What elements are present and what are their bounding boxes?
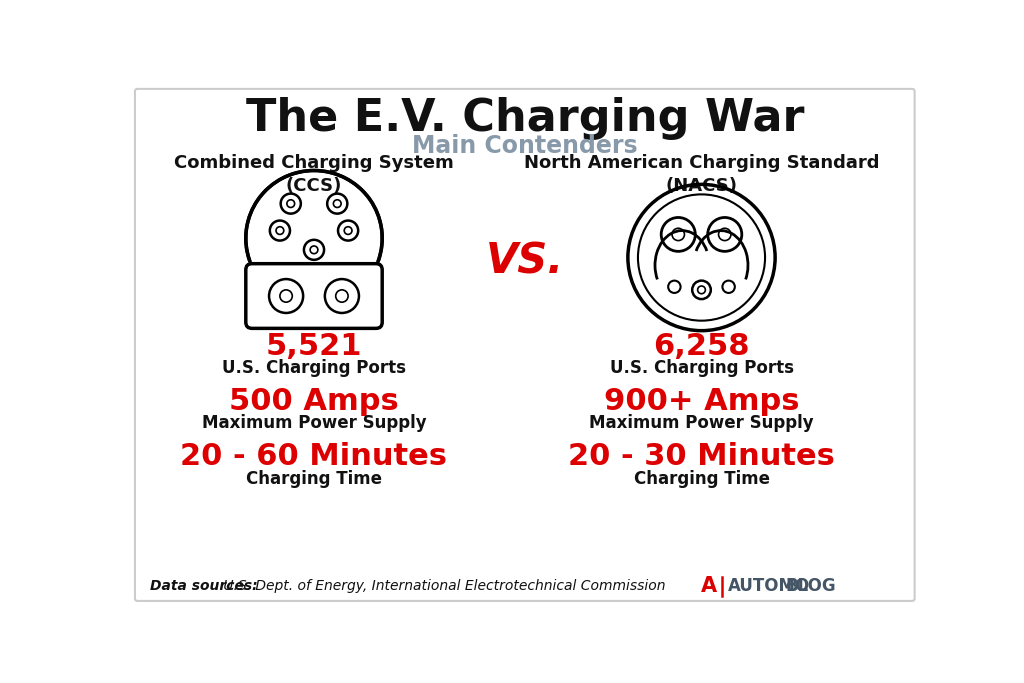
Text: The E.V. Charging War: The E.V. Charging War [246, 98, 804, 141]
Text: North American Charging Standard
(NACS): North American Charging Standard (NACS) [523, 154, 880, 195]
Text: 900+ Amps: 900+ Amps [604, 387, 800, 416]
Text: Main Contenders: Main Contenders [412, 134, 638, 158]
Text: U.S. Charging Ports: U.S. Charging Ports [609, 359, 794, 376]
Text: A: A [701, 576, 718, 596]
Text: 500 Amps: 500 Amps [229, 387, 399, 416]
Text: VS.: VS. [485, 240, 564, 282]
FancyBboxPatch shape [246, 264, 382, 329]
FancyBboxPatch shape [135, 89, 914, 601]
Text: Data sources:: Data sources: [150, 579, 257, 594]
Text: BLOG: BLOG [785, 577, 836, 596]
Text: Charging Time: Charging Time [246, 469, 382, 488]
Text: U.S. Dept. of Energy, International Electrotechnical Commission: U.S. Dept. of Energy, International Elec… [219, 579, 666, 594]
Text: Maximum Power Supply: Maximum Power Supply [589, 414, 814, 432]
Text: U.S. Charging Ports: U.S. Charging Ports [222, 359, 406, 376]
Text: 6,258: 6,258 [653, 331, 750, 361]
Text: 5,521: 5,521 [266, 331, 362, 361]
Polygon shape [250, 238, 378, 257]
Text: Maximum Power Supply: Maximum Power Supply [202, 414, 426, 432]
Text: AUTOMO: AUTOMO [728, 577, 810, 596]
Text: 20 - 60 Minutes: 20 - 60 Minutes [180, 443, 447, 471]
Text: Charging Time: Charging Time [634, 469, 769, 488]
Text: Combined Charging System
(CCS): Combined Charging System (CCS) [174, 154, 454, 195]
Text: 20 - 30 Minutes: 20 - 30 Minutes [568, 443, 835, 471]
Polygon shape [254, 246, 375, 277]
